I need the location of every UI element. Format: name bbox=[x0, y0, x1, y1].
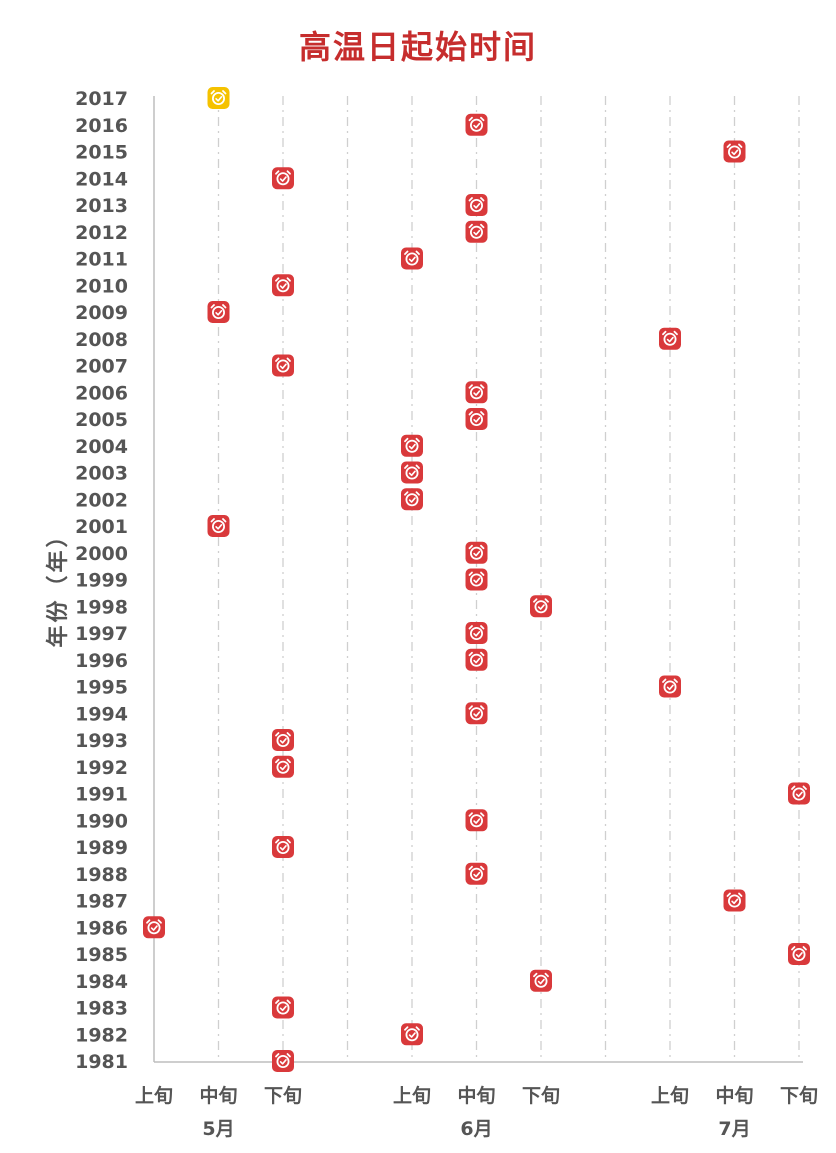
data-point-alarm-clock-icon bbox=[401, 1023, 423, 1046]
y-tick-label: 2003 bbox=[75, 463, 128, 485]
data-point-alarm-clock-icon bbox=[465, 568, 488, 591]
y-tick-label: 2002 bbox=[75, 489, 128, 511]
y-tick-label: 2011 bbox=[75, 249, 128, 271]
data-point-alarm-clock-icon bbox=[659, 327, 681, 350]
y-tick-label: 1999 bbox=[75, 570, 128, 592]
x-month-label: 5月 bbox=[202, 1118, 234, 1140]
data-point-alarm-clock-icon bbox=[465, 194, 488, 216]
chart-title: 高温日起始时间 bbox=[298, 28, 537, 66]
data-point-alarm-clock-icon bbox=[207, 87, 230, 109]
data-point-alarm-clock-icon bbox=[530, 969, 552, 992]
data-point-alarm-clock-icon bbox=[465, 702, 488, 725]
y-tick-label: 2001 bbox=[75, 516, 128, 538]
y-tick-label: 1994 bbox=[75, 703, 128, 725]
y-tick-label: 2012 bbox=[75, 222, 128, 244]
x-tick-label: 下旬 bbox=[264, 1084, 302, 1107]
data-point-alarm-clock-icon bbox=[143, 916, 165, 939]
data-point-alarm-clock-icon bbox=[465, 648, 488, 671]
data-point-alarm-clock-icon bbox=[465, 809, 488, 832]
data-point-alarm-clock-icon bbox=[272, 755, 294, 778]
data-point-alarm-clock-icon bbox=[272, 167, 294, 190]
data-point-alarm-clock-icon bbox=[272, 1050, 294, 1072]
data-point-alarm-clock-icon bbox=[723, 140, 746, 163]
y-tick-label: 1981 bbox=[75, 1051, 128, 1073]
data-point-alarm-clock-icon bbox=[272, 996, 294, 1019]
data-point-alarm-clock-icon bbox=[272, 836, 294, 858]
y-tick-label: 1990 bbox=[75, 810, 128, 832]
y-tick-label: 2016 bbox=[75, 115, 128, 137]
x-tick-label: 上旬 bbox=[651, 1084, 689, 1107]
x-tick-label: 上旬 bbox=[135, 1084, 173, 1107]
x-tick-label: 中旬 bbox=[457, 1084, 495, 1107]
x-tick-label: 下旬 bbox=[780, 1084, 818, 1107]
data-point-alarm-clock-icon bbox=[465, 381, 488, 404]
y-tick-label: 1986 bbox=[75, 917, 128, 939]
y-tick-label: 1996 bbox=[75, 650, 128, 672]
y-tick-label: 1987 bbox=[75, 891, 128, 913]
data-point-alarm-clock-icon bbox=[401, 247, 423, 270]
y-tick-label: 2014 bbox=[75, 168, 128, 190]
data-point-alarm-clock-icon bbox=[465, 220, 488, 243]
data-point-alarm-clock-icon bbox=[272, 274, 294, 297]
y-tick-label: 1984 bbox=[75, 971, 128, 993]
y-tick-label: 2008 bbox=[75, 329, 128, 351]
data-point-alarm-clock-icon bbox=[659, 675, 681, 698]
y-tick-label: 1983 bbox=[75, 998, 128, 1020]
y-tick-label: 1985 bbox=[75, 944, 128, 966]
y-tick-label: 2015 bbox=[75, 142, 128, 164]
y-tick-label: 1998 bbox=[75, 596, 128, 618]
y-tick-label: 1997 bbox=[75, 623, 128, 645]
y-tick-label: 1995 bbox=[75, 677, 128, 699]
data-point-alarm-clock-icon bbox=[272, 729, 294, 751]
y-tick-label: 1982 bbox=[75, 1024, 128, 1046]
x-tick-label: 中旬 bbox=[715, 1084, 753, 1107]
data-point-alarm-clock-icon bbox=[465, 622, 488, 644]
x-tick-label: 上旬 bbox=[393, 1084, 431, 1107]
data-point-alarm-clock-icon bbox=[530, 595, 552, 618]
y-tick-label: 2007 bbox=[75, 356, 128, 378]
y-tick-label: 1989 bbox=[75, 837, 128, 859]
y-tick-label: 2005 bbox=[75, 409, 128, 431]
y-tick-label: 1993 bbox=[75, 730, 128, 752]
x-month-label: 6月 bbox=[460, 1118, 492, 1140]
y-tick-label: 2006 bbox=[75, 382, 128, 404]
y-tick-label: 1988 bbox=[75, 864, 128, 886]
y-tick-label: 2009 bbox=[75, 302, 128, 324]
y-tick-label: 1992 bbox=[75, 757, 128, 779]
data-point-alarm-clock-icon bbox=[465, 408, 488, 430]
x-month-label: 7月 bbox=[718, 1118, 750, 1140]
data-point-alarm-clock-icon bbox=[272, 354, 294, 377]
data-point-alarm-clock-icon bbox=[401, 461, 423, 484]
y-tick-label: 2000 bbox=[75, 543, 128, 565]
y-tick-label: 2010 bbox=[75, 275, 128, 297]
data-point-alarm-clock-icon bbox=[401, 434, 423, 457]
y-tick-label: 1991 bbox=[75, 784, 128, 806]
data-point-alarm-clock-icon bbox=[207, 301, 230, 323]
data-point-alarm-clock-icon bbox=[207, 515, 230, 537]
data-point-alarm-clock-icon bbox=[723, 889, 746, 912]
y-tick-label: 2004 bbox=[75, 436, 128, 458]
data-point-alarm-clock-icon bbox=[788, 943, 810, 965]
data-point-alarm-clock-icon bbox=[788, 782, 810, 805]
x-tick-label: 下旬 bbox=[522, 1084, 560, 1107]
data-point-alarm-clock-icon bbox=[465, 113, 488, 136]
data-point-alarm-clock-icon bbox=[401, 488, 423, 511]
x-tick-label: 中旬 bbox=[199, 1084, 237, 1107]
data-point-alarm-clock-icon bbox=[465, 541, 488, 564]
data-point-alarm-clock-icon bbox=[465, 862, 488, 885]
y-tick-label: 2017 bbox=[75, 88, 128, 110]
y-tick-label: 2013 bbox=[75, 195, 128, 217]
